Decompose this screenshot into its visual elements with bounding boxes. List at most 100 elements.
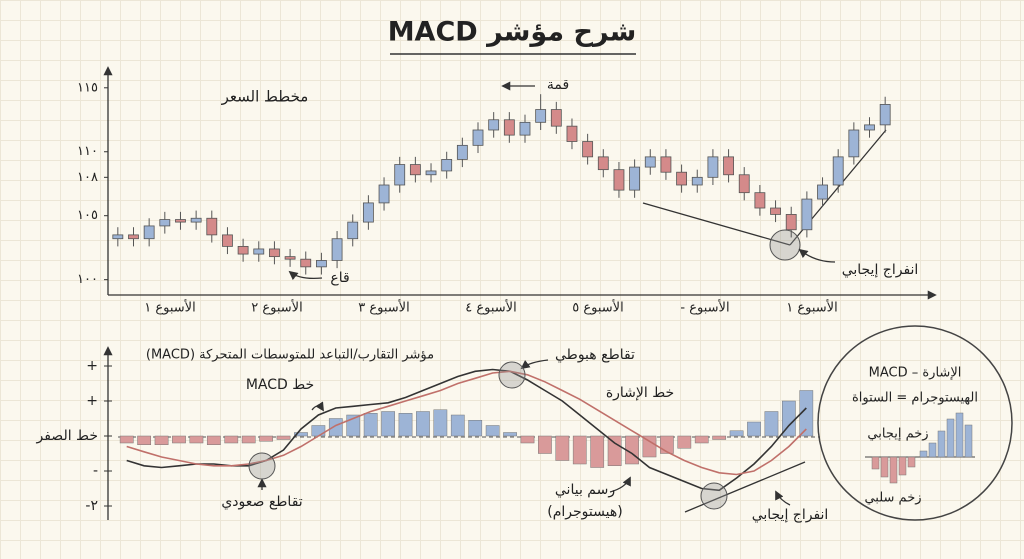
candle-body	[269, 248, 280, 258]
arrow	[311, 401, 324, 412]
histogram-bar	[799, 390, 814, 437]
histogram-bar	[276, 435, 291, 440]
candle-body	[378, 184, 390, 204]
candle-body	[253, 248, 265, 255]
series-label: خط MACD	[246, 377, 314, 393]
histogram-bar	[433, 409, 448, 437]
histogram-bar	[259, 435, 273, 442]
annotation: قاع	[330, 270, 349, 286]
y-tick-label: ١٠٨	[77, 170, 98, 185]
histogram-bar	[642, 435, 657, 458]
histogram-bar	[729, 430, 744, 437]
y-tick-label: ١٠٥	[77, 208, 98, 223]
annotation: (هيستوجرام)	[547, 504, 622, 520]
histogram-bar	[363, 413, 378, 437]
candle-body	[660, 156, 672, 173]
arrow	[288, 270, 323, 281]
legend-line: الهيستوجرام = الستواة	[852, 391, 978, 406]
candle-body	[566, 125, 578, 142]
candle-body	[362, 202, 374, 223]
candle-body	[472, 129, 484, 146]
histogram-bar	[189, 435, 204, 444]
x-tick-label: الأسبوع -	[680, 299, 729, 316]
candle-body	[801, 198, 813, 231]
histogram-bar	[328, 418, 343, 437]
x-tick-label: الأسبوع ١	[144, 299, 195, 316]
legend-bar	[964, 424, 973, 458]
x-tick-label: الأسبوع ٤	[465, 299, 516, 316]
candle-body	[331, 238, 343, 261]
candle-body	[550, 109, 562, 127]
candle-body	[644, 156, 656, 168]
y-tick-label: ١٠٠	[77, 272, 98, 287]
y-tick-label: ١١٥	[77, 80, 98, 95]
legend-bar	[946, 418, 955, 458]
candle-body	[112, 234, 124, 240]
histogram-bar	[607, 435, 622, 466]
candle-body	[535, 109, 547, 123]
highlight-circle	[700, 482, 728, 510]
arrow	[609, 476, 631, 493]
y-tick-label: ١١٠	[77, 144, 98, 159]
histogram-bar	[555, 435, 570, 461]
histogram-bar	[764, 411, 779, 437]
candle-body	[676, 171, 688, 186]
candle-body	[629, 166, 641, 191]
candle-body	[425, 170, 437, 176]
candle-body	[785, 214, 797, 231]
candle-body	[754, 192, 766, 209]
candle-body	[284, 256, 296, 260]
series-label: خط الإشارة	[606, 385, 674, 401]
y-tick-label: +	[86, 393, 98, 409]
annotation: انفراج إيجابي	[752, 507, 829, 523]
candle-body	[582, 141, 594, 158]
histogram-bar	[450, 414, 465, 437]
legend-negative: زخم سلبي	[864, 491, 921, 506]
candle-body	[206, 217, 218, 236]
legend-histogram	[871, 412, 973, 484]
histogram-bar	[398, 413, 413, 437]
histogram-bar	[294, 432, 308, 437]
candle-body	[143, 225, 155, 240]
histogram-bar	[172, 435, 186, 444]
legend-bar	[871, 456, 880, 470]
annotation: قمة	[547, 77, 569, 93]
x-tick-label: الأسبوع ٢	[251, 299, 302, 316]
histogram-bar	[572, 435, 587, 465]
histogram-bar	[241, 435, 256, 444]
y-tick-label: خط الصفر	[36, 428, 99, 444]
candle-body	[864, 124, 875, 131]
histogram-bar	[206, 435, 221, 445]
series-line	[126, 370, 807, 476]
y-tick-label: -٢	[85, 498, 98, 514]
candle-body	[237, 245, 249, 255]
candle-body	[848, 129, 860, 158]
candle-body	[519, 121, 531, 136]
annotation: مخطط السعر	[221, 88, 309, 106]
legend-bar	[898, 456, 907, 476]
y-tick-label: -	[93, 463, 98, 479]
y-tick-label: +	[86, 358, 98, 374]
x-tick-label: الأسبوع ١	[786, 299, 837, 316]
candle-body	[738, 174, 750, 194]
histogram-bar	[538, 435, 552, 454]
arrow	[520, 359, 549, 370]
candle-body	[832, 156, 844, 186]
arrow	[775, 490, 791, 506]
candle-body	[488, 119, 500, 131]
legend-bar	[907, 456, 916, 468]
series-line	[126, 368, 807, 492]
highlight-circle	[248, 452, 276, 480]
annotation: تقاطع هبوطي	[555, 347, 635, 363]
candle-body	[315, 260, 327, 268]
legend-bar	[880, 456, 889, 478]
candle-body	[409, 164, 421, 176]
legend-bar	[955, 412, 964, 458]
candle-body	[503, 119, 515, 136]
candle-body	[222, 234, 233, 247]
histogram-bar	[485, 425, 500, 437]
histogram-bar	[520, 435, 535, 444]
candle-body	[707, 156, 719, 178]
histogram-bar	[468, 420, 483, 437]
